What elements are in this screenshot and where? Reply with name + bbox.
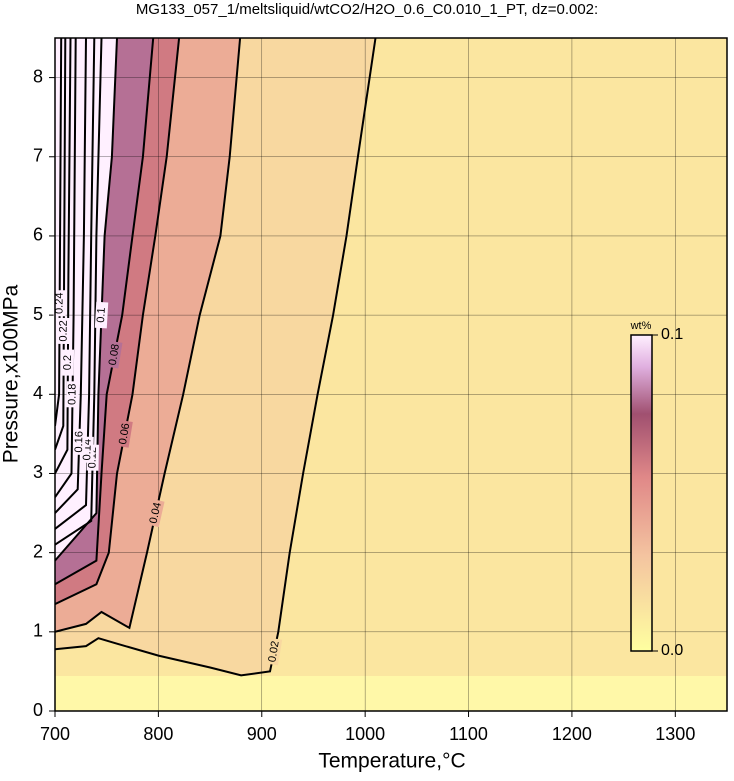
contour-label-box xyxy=(72,428,86,455)
contour-label-box xyxy=(66,381,79,408)
contour-label: 0.06 xyxy=(117,422,132,445)
x-tick-label: 1300 xyxy=(655,724,695,744)
contour-label-group: 0.2 xyxy=(61,349,75,376)
contour-line xyxy=(55,38,181,606)
contour-label-group: 0.08 xyxy=(106,340,123,369)
contour-label: 0.2 xyxy=(62,355,74,370)
chart-title: MG133_057_1/meltsliquid/wtCO2/H2O_0.6_C0… xyxy=(136,1,598,18)
y-tick-label: 8 xyxy=(33,66,43,86)
contour-label-group: 0.02 xyxy=(266,637,283,666)
y-tick-label: 0 xyxy=(33,700,43,720)
x-tick-label: 900 xyxy=(247,724,277,744)
contour-label: 0.22 xyxy=(58,320,70,341)
contour-label: 0.04 xyxy=(147,501,163,525)
contour-label-group: 0.24 xyxy=(53,290,66,317)
contour-label-group: 0.1 xyxy=(94,301,109,329)
y-tick-label: 3 xyxy=(33,462,43,482)
contour-label-box xyxy=(94,301,109,329)
contour-label-box xyxy=(106,340,123,369)
contour-label: 0.24 xyxy=(53,292,65,313)
x-tick-label: 1100 xyxy=(449,724,488,744)
contour-label-box xyxy=(61,349,75,376)
contour-label-box xyxy=(147,499,165,528)
x-tick-label: 700 xyxy=(40,724,70,744)
contour-label: 0.08 xyxy=(107,343,122,366)
contour-label: 0.02 xyxy=(266,640,281,663)
contour-line xyxy=(55,38,87,514)
colorbar-tick-label: 0.0 xyxy=(661,642,683,659)
y-tick-label: 5 xyxy=(33,304,43,324)
contour-label-box xyxy=(53,290,66,317)
x-tick-label: 1200 xyxy=(552,724,592,744)
y-tick-label: 6 xyxy=(33,225,43,245)
contour-label-group: 0.18 xyxy=(66,381,79,408)
colorbar xyxy=(630,334,653,652)
y-axis-label: Pressure,x100MPa xyxy=(0,284,23,463)
y-tick-label: 7 xyxy=(33,146,43,166)
contour-label-box xyxy=(116,420,133,448)
y-tick-label: 1 xyxy=(33,621,43,641)
x-axis-label: Temperature,°C xyxy=(318,750,465,773)
contour-label-group: 0.06 xyxy=(116,420,133,448)
plot-frame xyxy=(54,37,728,712)
colorbar-tick-label: 0.1 xyxy=(661,326,683,343)
contour-label: 0.18 xyxy=(66,384,78,406)
contour-label-box xyxy=(57,317,70,344)
contour-label-group: 0.22 xyxy=(57,317,70,344)
contour-label: 0.16 xyxy=(73,431,86,453)
colorbar-title: wt% xyxy=(630,320,652,332)
contour-line xyxy=(55,38,103,546)
plot-lower-band xyxy=(55,676,727,711)
contour-label-group: 0.16 xyxy=(72,428,86,455)
y-tick-label: 4 xyxy=(33,383,43,403)
x-tick-label: 1000 xyxy=(345,724,385,744)
contour-label-box xyxy=(266,637,283,666)
x-tick-label: 800 xyxy=(143,724,173,744)
y-tick-label: 2 xyxy=(33,541,43,561)
contour-label: 0.1 xyxy=(95,307,108,323)
contour-line xyxy=(55,38,96,530)
contour-label-group: 0.04 xyxy=(147,499,165,528)
contour-line xyxy=(55,38,242,633)
